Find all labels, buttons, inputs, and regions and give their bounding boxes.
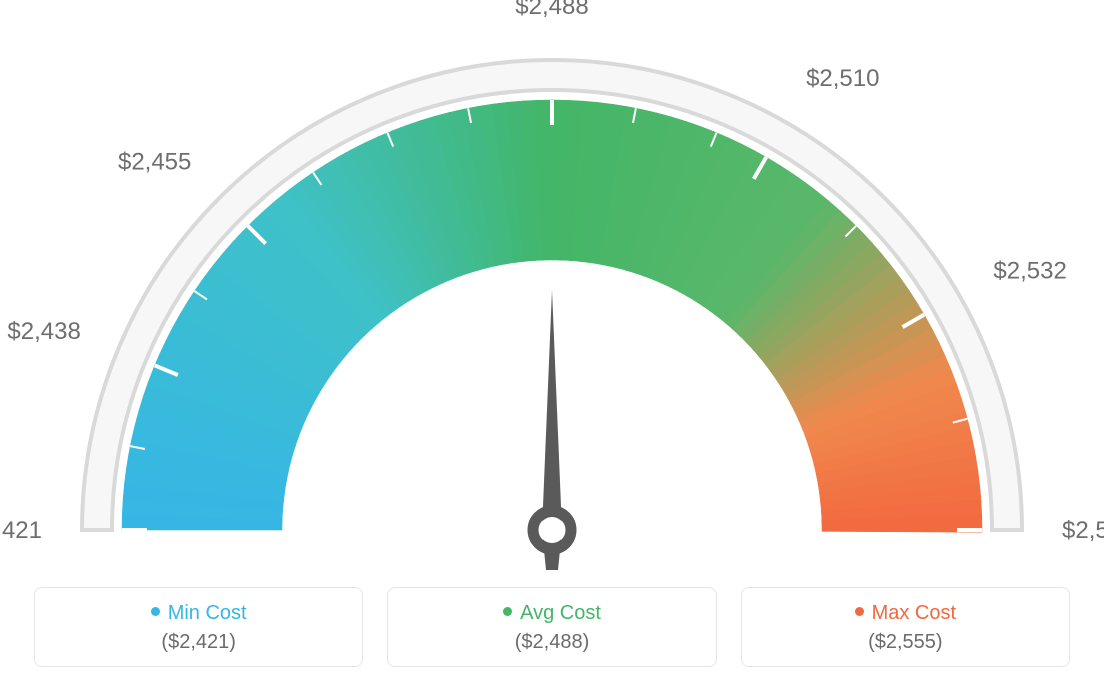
dot-icon	[151, 607, 160, 616]
legend-max: Max Cost ($2,555)	[741, 587, 1070, 667]
legend-max-value: ($2,555)	[752, 631, 1059, 654]
legend-max-title: Max Cost	[752, 602, 1059, 625]
svg-text:$2,555: $2,555	[1062, 517, 1104, 544]
legend-min-label: Min Cost	[168, 602, 247, 624]
svg-text:$2,421: $2,421	[0, 517, 42, 544]
legend-min-title: Min Cost	[45, 602, 352, 625]
legend-avg-label: Avg Cost	[520, 602, 601, 624]
dot-icon	[855, 607, 864, 616]
gauge-svg: $2,421 $2,438 $2,455 $2,488 $2,510 $2,532 $2,5…	[0, 0, 1104, 575]
svg-text:$2,455: $2,455	[118, 148, 191, 175]
svg-text:$2,532: $2,532	[993, 258, 1066, 285]
dot-icon	[503, 607, 512, 616]
legend-min: Min Cost ($2,421)	[34, 587, 363, 667]
legend-avg-title: Avg Cost	[398, 602, 705, 625]
legend-avg-value: ($2,488)	[398, 631, 705, 654]
legend-row: Min Cost ($2,421) Avg Cost ($2,488) Max …	[0, 575, 1104, 691]
gauge-chart: $2,421 $2,438 $2,455 $2,488 $2,510 $2,532 $2,5…	[0, 0, 1104, 575]
legend-avg: Avg Cost ($2,488)	[387, 587, 716, 667]
svg-text:$2,488: $2,488	[515, 0, 588, 20]
legend-min-value: ($2,421)	[45, 631, 352, 654]
legend-max-label: Max Cost	[872, 602, 956, 624]
svg-text:$2,510: $2,510	[806, 65, 879, 92]
svg-text:$2,438: $2,438	[7, 318, 80, 345]
